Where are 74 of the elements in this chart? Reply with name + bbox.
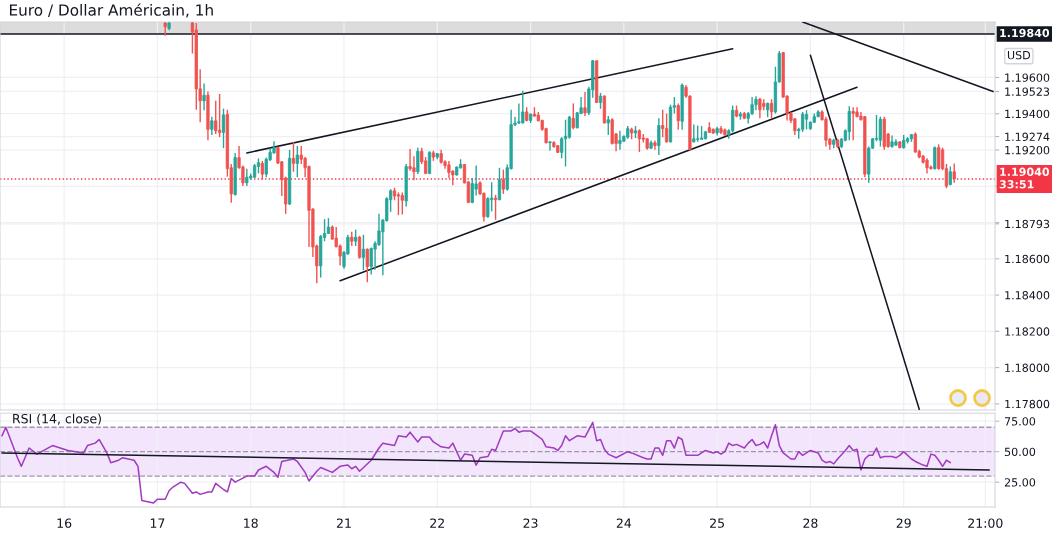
y-tick-label: 75.00 <box>1004 417 1036 426</box>
chart-title: Euro / Dollar Américain, 1h <box>9 3 213 18</box>
candlestick <box>548 140 552 152</box>
y-tick-label: 1.19200 <box>1005 145 1050 155</box>
candlestick <box>606 115 610 136</box>
candlestick <box>416 146 420 175</box>
x-tick-label: 23 <box>523 518 538 528</box>
y-tick-label: 1.19523 <box>1005 87 1050 96</box>
candlestick <box>610 117 614 146</box>
candlestick <box>396 191 401 216</box>
x-tick-label: 22 <box>430 518 444 528</box>
x-tick-label: 21 <box>336 518 351 528</box>
y-tick-label: 1.19600 <box>1005 73 1050 82</box>
y-tick-label: 1.18000 <box>1005 363 1050 372</box>
y-axis-title: USD <box>1007 50 1031 60</box>
y-tick-label: 1.18200 <box>1005 327 1050 336</box>
y-tick-label: 1.19274 <box>1005 132 1050 141</box>
candlestick <box>847 105 851 141</box>
candlestick <box>163 21 167 37</box>
candlestick <box>517 102 521 125</box>
x-tick-label: 16 <box>57 518 72 528</box>
candlestick <box>913 131 917 154</box>
y-tick-label: 50.00 <box>1004 447 1036 457</box>
candlestick <box>653 139 657 151</box>
candlestick <box>952 162 956 184</box>
candlestick <box>758 97 762 119</box>
candlestick <box>361 234 366 271</box>
candlestick <box>664 112 669 144</box>
candlestick <box>365 247 369 283</box>
x-tick-label: 25 <box>710 518 724 528</box>
candlestick <box>217 93 222 138</box>
candlestick <box>295 145 299 178</box>
candlestick <box>583 91 587 117</box>
y-tick-label: 1.18400 <box>1005 291 1050 300</box>
candlestick <box>769 98 774 119</box>
candlestick <box>357 235 362 260</box>
chart-title: RSI (14, close) <box>13 413 101 425</box>
candlestick <box>202 82 206 111</box>
candlestick <box>804 109 809 131</box>
y-tick-label: 1.18793 <box>1005 219 1050 229</box>
candlestick <box>676 102 680 131</box>
candlestick <box>731 104 735 134</box>
candlestick <box>260 160 264 181</box>
y-tick-label: 1.17800 <box>1005 399 1050 409</box>
candlestick <box>291 141 296 173</box>
candlestick <box>400 191 404 216</box>
candlestick <box>567 115 572 140</box>
candlestick <box>801 111 805 133</box>
y-tick-label: 25.00 <box>1004 478 1036 487</box>
candlestick <box>563 119 568 168</box>
y-tick-label: 1.19400 <box>1005 109 1050 119</box>
candlestick <box>497 167 502 201</box>
candlestick <box>618 130 622 151</box>
candlestick <box>657 117 661 156</box>
candlestick <box>493 194 498 221</box>
candlestick <box>851 106 855 141</box>
candlestick <box>210 115 214 136</box>
x-tick-label: 28 <box>803 518 818 528</box>
candlestick <box>878 115 882 148</box>
x-tick-label: 24 <box>616 518 632 528</box>
x-tick-label: 17 <box>150 518 165 528</box>
ref-line-label: 1.19840 <box>1000 28 1050 38</box>
candlestick <box>571 102 575 131</box>
candlestick <box>937 143 941 171</box>
y-tick-label: 1.18600 <box>1005 254 1050 264</box>
candlestick <box>521 90 525 125</box>
x-tick-label: 18 <box>244 518 258 528</box>
candlestick <box>501 168 505 195</box>
ref-line-label: 1.19040 33:51 <box>999 167 1050 189</box>
x-tick-label: 21:00 <box>968 518 1003 528</box>
candlestick <box>221 107 226 149</box>
candlestick <box>824 115 828 148</box>
x-tick-label: 29 <box>896 518 911 528</box>
candlestick <box>245 167 249 187</box>
